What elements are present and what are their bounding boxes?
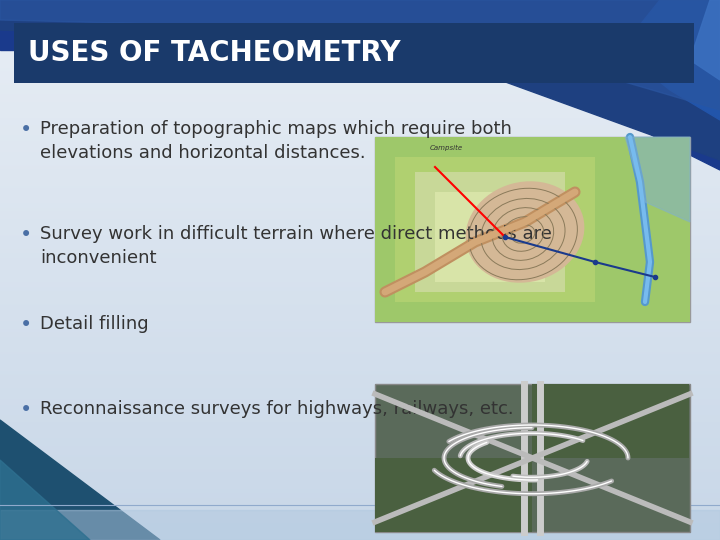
Bar <box>395 157 595 302</box>
Bar <box>532 384 689 458</box>
Bar <box>375 137 690 322</box>
Bar <box>375 137 690 322</box>
Polygon shape <box>0 460 90 540</box>
Polygon shape <box>530 0 720 170</box>
Polygon shape <box>625 137 690 222</box>
Bar <box>0 0 720 50</box>
Text: Detail filling: Detail filling <box>40 315 148 333</box>
Bar <box>0 510 720 540</box>
Bar <box>375 458 532 532</box>
Text: •: • <box>20 225 32 245</box>
Bar <box>435 192 545 282</box>
Ellipse shape <box>466 181 585 283</box>
Text: Preparation of topographic maps which require both
elevations and horizontal dis: Preparation of topographic maps which re… <box>40 120 512 163</box>
Text: •: • <box>20 400 32 420</box>
Polygon shape <box>0 420 160 540</box>
Text: Survey work in difficult terrain where direct methods are
inconvenient: Survey work in difficult terrain where d… <box>40 225 552 267</box>
Text: •: • <box>20 120 32 140</box>
Polygon shape <box>0 0 720 160</box>
Bar <box>14 23 694 83</box>
Polygon shape <box>690 0 720 80</box>
Text: Reconnaissance surveys for highways, railways, etc.: Reconnaissance surveys for highways, rai… <box>40 400 513 418</box>
Bar <box>375 384 690 532</box>
Text: Campsite: Campsite <box>430 145 463 151</box>
Polygon shape <box>620 0 720 120</box>
Polygon shape <box>0 0 720 110</box>
Text: USES OF TACHEOMETRY: USES OF TACHEOMETRY <box>28 39 400 67</box>
Bar <box>415 172 565 292</box>
Text: •: • <box>20 315 32 335</box>
